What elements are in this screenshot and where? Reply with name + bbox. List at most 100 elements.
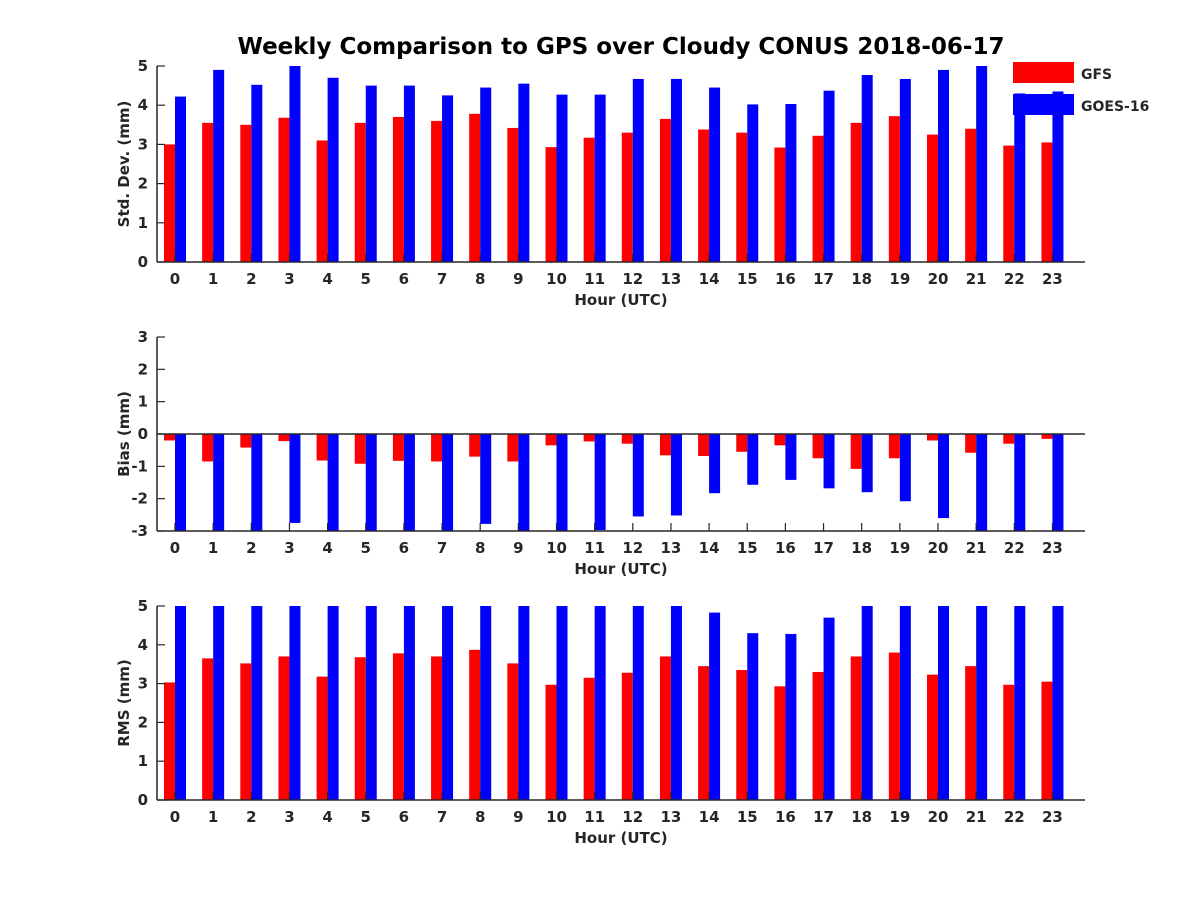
x-tick-label: 19	[889, 539, 910, 557]
bar-goes-16-hour-13	[670, 434, 682, 516]
x-tick-label: 8	[475, 270, 485, 288]
x-tick-label: 22	[1004, 270, 1025, 288]
bar-goes-16-hour-18	[861, 606, 873, 800]
bar-gfs-hour-20	[927, 134, 938, 262]
y-tick-label: 0	[138, 425, 148, 443]
x-tick-label: 22	[1004, 539, 1025, 557]
x-tick-label: 1	[208, 539, 218, 557]
x-tick-label: 18	[851, 539, 872, 557]
bar-goes-16-hour-22	[1014, 93, 1026, 262]
x-tick-label: 21	[966, 808, 987, 826]
bar-gfs-hour-23	[1041, 681, 1053, 800]
bar-gfs-hour-11	[583, 677, 595, 800]
x-tick-label: 0	[170, 270, 180, 288]
bar-gfs-hour-12	[621, 132, 633, 262]
x-tick-label: 16	[775, 539, 796, 557]
bar-gfs-hour-15	[736, 132, 748, 262]
x-tick-label: 11	[584, 808, 605, 826]
bar-goes-16-hour-12	[632, 606, 644, 800]
bar-gfs-hour-4	[316, 676, 328, 800]
bar-gfs-hour-2	[240, 434, 252, 448]
legend-swatch-goes-16	[1013, 94, 1074, 115]
x-tick-label: 15	[737, 539, 758, 557]
x-tick-label: 22	[1004, 808, 1025, 826]
bar-goes-16-hour-2	[251, 84, 263, 262]
bar-goes-16-hour-4	[327, 434, 339, 531]
bar-gfs-hour-19	[888, 652, 900, 800]
bar-gfs-hour-14	[698, 666, 710, 800]
bar-goes-16-hour-20	[938, 69, 949, 262]
bar-goes-16-hour-17	[823, 90, 835, 262]
bar-goes-16-hour-11	[594, 434, 606, 531]
bar-gfs-hour-0	[164, 144, 175, 262]
bar-gfs-hour-1	[202, 658, 214, 800]
y-tick-label: 1	[138, 393, 148, 411]
bar-gfs-hour-18	[850, 434, 862, 469]
bar-gfs-hour-11	[583, 434, 595, 442]
bar-gfs-hour-14	[698, 434, 710, 456]
x-tick-label: 17	[813, 808, 834, 826]
bar-goes-16-hour-23	[1052, 434, 1064, 531]
bar-goes-16-hour-0	[175, 96, 186, 262]
y-tick-label: 2	[138, 360, 148, 378]
y-axis-label: Bias (mm)	[115, 391, 133, 477]
y-tick-label: -1	[131, 457, 148, 475]
bar-goes-16-hour-7	[442, 434, 454, 531]
bar-gfs-hour-15	[736, 434, 748, 452]
bar-gfs-hour-3	[278, 117, 290, 263]
bar-goes-16-hour-10	[556, 434, 568, 531]
x-tick-label: 4	[322, 270, 332, 288]
x-tick-label: 23	[1042, 270, 1063, 288]
bar-gfs-hour-21	[965, 128, 977, 262]
bar-goes-16-hour-6	[403, 606, 415, 800]
x-tick-label: 2	[246, 808, 256, 826]
x-tick-label: 9	[513, 808, 523, 826]
bar-goes-16-hour-16	[785, 434, 797, 480]
bar-gfs-hour-13	[659, 656, 671, 800]
x-tick-label: 17	[813, 270, 834, 288]
bar-gfs-hour-12	[621, 672, 633, 800]
x-tick-label: 11	[584, 270, 605, 288]
bar-goes-16-hour-5	[365, 606, 377, 800]
bar-gfs-hour-23	[1041, 142, 1053, 262]
bar-goes-16-hour-11	[594, 606, 606, 800]
bar-goes-16-hour-16	[785, 104, 797, 263]
x-tick-label: 2	[246, 539, 256, 557]
bar-goes-16-hour-22	[1014, 434, 1026, 531]
bar-gfs-hour-19	[888, 116, 900, 263]
bar-goes-16-hour-7	[442, 95, 454, 263]
x-tick-label: 10	[546, 270, 567, 288]
bar-goes-16-hour-15	[747, 434, 759, 485]
bar-gfs-hour-7	[431, 120, 443, 262]
bar-goes-16-hour-14	[709, 612, 721, 800]
bar-gfs-hour-22	[1003, 434, 1015, 444]
bar-goes-16-hour-11	[594, 94, 606, 263]
x-tick-label: 13	[661, 539, 682, 557]
bar-gfs-hour-20	[927, 434, 938, 441]
bar-gfs-hour-16	[774, 434, 786, 446]
x-tick-label: 23	[1042, 539, 1063, 557]
x-tick-label: 8	[475, 539, 485, 557]
x-tick-label: 6	[399, 270, 409, 288]
bar-goes-16-hour-2	[251, 606, 263, 800]
bar-gfs-hour-5	[354, 122, 366, 262]
x-tick-label: 9	[513, 539, 523, 557]
bar-goes-16-hour-9	[518, 434, 530, 531]
bar-goes-16-hour-3	[289, 434, 301, 523]
x-tick-label: 9	[513, 270, 523, 288]
bar-gfs-hour-4	[316, 434, 328, 461]
bar-gfs-hour-22	[1003, 684, 1015, 800]
bar-gfs-hour-9	[507, 127, 519, 262]
x-tick-label: 20	[928, 270, 949, 288]
bar-gfs-hour-1	[202, 122, 214, 262]
y-tick-label: -3	[131, 522, 148, 540]
x-tick-label: 20	[928, 539, 949, 557]
bar-goes-16-hour-13	[670, 606, 682, 800]
x-tick-label: 12	[622, 539, 643, 557]
bar-gfs-hour-16	[774, 147, 786, 262]
x-tick-label: 20	[928, 808, 949, 826]
